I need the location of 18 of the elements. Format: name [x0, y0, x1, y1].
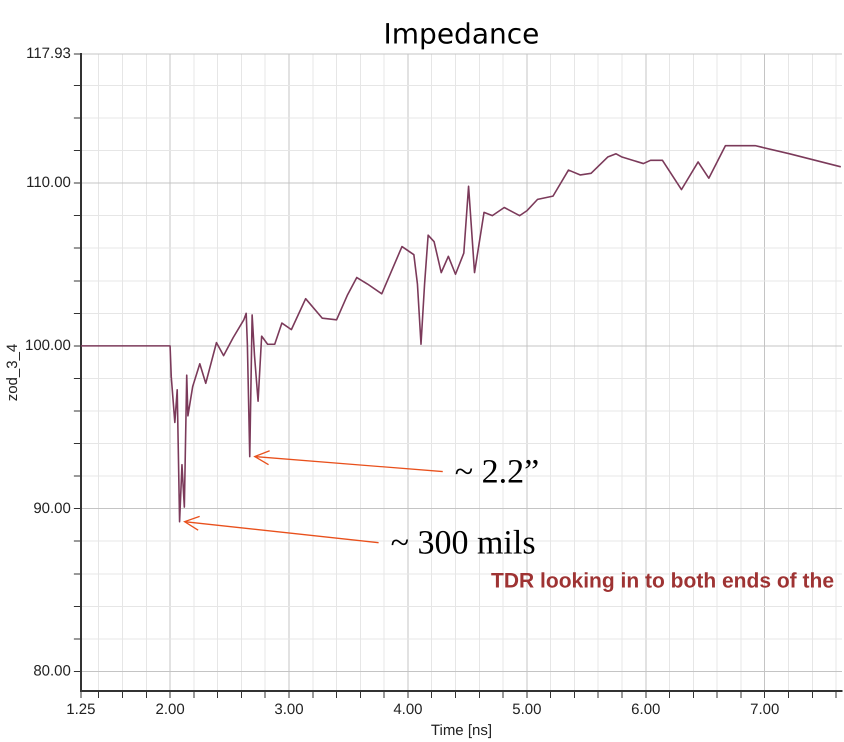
annotation: ~ 2.2” [454, 454, 540, 491]
x-tick-label: 4.00 [393, 701, 423, 718]
x-tick-label: 3.00 [274, 701, 304, 718]
x-tick-label: 2.00 [155, 701, 185, 718]
y-axis-title: zod_3_4 [4, 344, 22, 402]
x-tick-label: 6.00 [631, 701, 660, 718]
chart-title: Impedance [384, 17, 540, 50]
x-axis-title: Time [ns] [430, 722, 492, 740]
y-tick-label: 90.00 [33, 500, 71, 517]
annotation: ~ 300 mils [390, 524, 536, 562]
y-tick-label: 80.00 [33, 662, 71, 680]
y-tick-label: 100.00 [24, 337, 71, 354]
x-tick-label: 5.00 [512, 701, 542, 718]
x-tick-label: 1.25 [66, 701, 96, 718]
x-tick-label: 7.00 [750, 701, 780, 718]
annotation: TDR looking in to both ends of the [491, 570, 834, 593]
y-tick-label: 110.00 [26, 174, 71, 192]
y-tick-label: 117.93 [26, 45, 71, 62]
